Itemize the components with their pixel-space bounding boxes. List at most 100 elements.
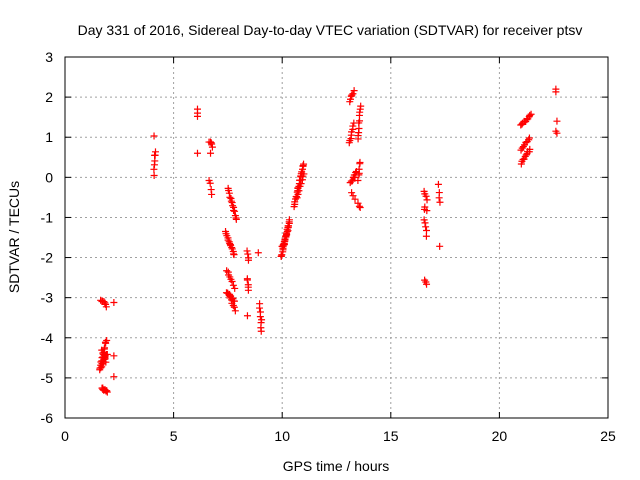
data-point: [436, 198, 444, 206]
data-point: [101, 299, 109, 307]
data-point: [101, 338, 109, 346]
data-point: [102, 303, 110, 311]
data-point: [232, 215, 240, 223]
y-tick-label: -2: [41, 250, 54, 266]
data-point: [420, 216, 428, 224]
data-point: [243, 247, 251, 255]
data-point: [423, 280, 431, 288]
data-point: [348, 91, 356, 99]
y-tick-label: 2: [45, 89, 53, 105]
x-axis-title: GPS time / hours: [283, 458, 390, 474]
data-point: [256, 304, 264, 312]
grid-lines: [65, 57, 608, 418]
data-point: [244, 286, 252, 294]
data-point: [229, 202, 237, 210]
data-point: [257, 327, 265, 335]
data-point: [103, 388, 111, 396]
data-point: [193, 112, 201, 120]
data-point: [150, 171, 158, 179]
y-tick-label: -5: [41, 370, 54, 386]
data-point: [422, 232, 430, 240]
data-point: [420, 205, 428, 213]
data-point: [243, 312, 251, 320]
y-tick-label: -1: [41, 209, 54, 225]
data-point: [231, 207, 239, 215]
data-point: [423, 196, 431, 204]
data-point: [294, 190, 302, 198]
data-point: [230, 303, 238, 311]
y-tick-label: -6: [41, 410, 54, 426]
data-point: [552, 88, 560, 96]
data-point: [422, 192, 430, 200]
data-point: [297, 180, 305, 188]
data-point: [230, 207, 238, 215]
data-point: [349, 122, 357, 130]
data-point: [208, 143, 216, 151]
data-point: [207, 149, 215, 157]
data-point: [350, 87, 358, 95]
x-tick-label: 25: [600, 428, 616, 444]
data-point: [293, 194, 301, 202]
data-point: [254, 249, 262, 257]
data-point: [231, 307, 239, 315]
data-point: [300, 160, 308, 168]
data-point: [208, 140, 216, 148]
data-point: [284, 224, 292, 232]
data-point: [103, 337, 111, 345]
data-point: [110, 298, 118, 306]
data-point: [347, 95, 355, 103]
data-point: [244, 256, 252, 264]
data-point: [553, 129, 561, 137]
data-point: [283, 228, 291, 236]
data-point: [231, 284, 239, 292]
data-point: [243, 276, 251, 284]
data-point: [285, 216, 293, 224]
data-point: [206, 179, 214, 187]
data-point: [356, 203, 364, 211]
data-point: [553, 117, 561, 125]
data-point: [435, 194, 443, 202]
chart-title: Day 331 of 2016, Sidereal Day-to-day VTE…: [78, 22, 583, 38]
axis-ticks: [64, 56, 609, 419]
x-tick-label: 20: [492, 428, 508, 444]
data-point: [354, 199, 362, 207]
data-point: [258, 316, 266, 324]
data-point: [227, 197, 235, 205]
data-point: [351, 173, 359, 181]
data-point: [527, 110, 535, 118]
data-point: [525, 134, 533, 142]
data-point: [348, 189, 356, 197]
data-point: [150, 132, 158, 140]
y-tick-label: -4: [41, 330, 54, 346]
plot-area-border: [64, 56, 609, 419]
data-point: [283, 231, 291, 239]
data-point: [193, 149, 201, 157]
data-point: [525, 136, 533, 144]
data-point: [230, 251, 238, 259]
data-point: [256, 313, 264, 321]
y-axis-title: SDTVAR / TECUs: [6, 181, 22, 293]
data-point: [97, 364, 105, 372]
data-point: [522, 151, 530, 159]
y-tick-label: 3: [45, 49, 53, 65]
data-point: [526, 145, 534, 153]
data-point: [354, 177, 362, 185]
data-point: [356, 158, 364, 166]
data-point: [229, 281, 237, 289]
x-tick-label: 15: [383, 428, 399, 444]
x-tick-label: 0: [61, 428, 69, 444]
data-point: [101, 354, 109, 362]
y-tick-label: -3: [41, 290, 54, 306]
data-point: [226, 193, 234, 201]
data-points: [96, 85, 561, 396]
data-point: [244, 250, 252, 258]
data-point: [351, 195, 359, 203]
data-point: [422, 223, 430, 231]
y-tick-label: 0: [45, 169, 53, 185]
y-tick-label: 1: [45, 129, 53, 145]
data-point: [228, 278, 236, 286]
data-point: [208, 190, 216, 198]
data-point: [355, 165, 363, 173]
data-point: [282, 232, 290, 240]
